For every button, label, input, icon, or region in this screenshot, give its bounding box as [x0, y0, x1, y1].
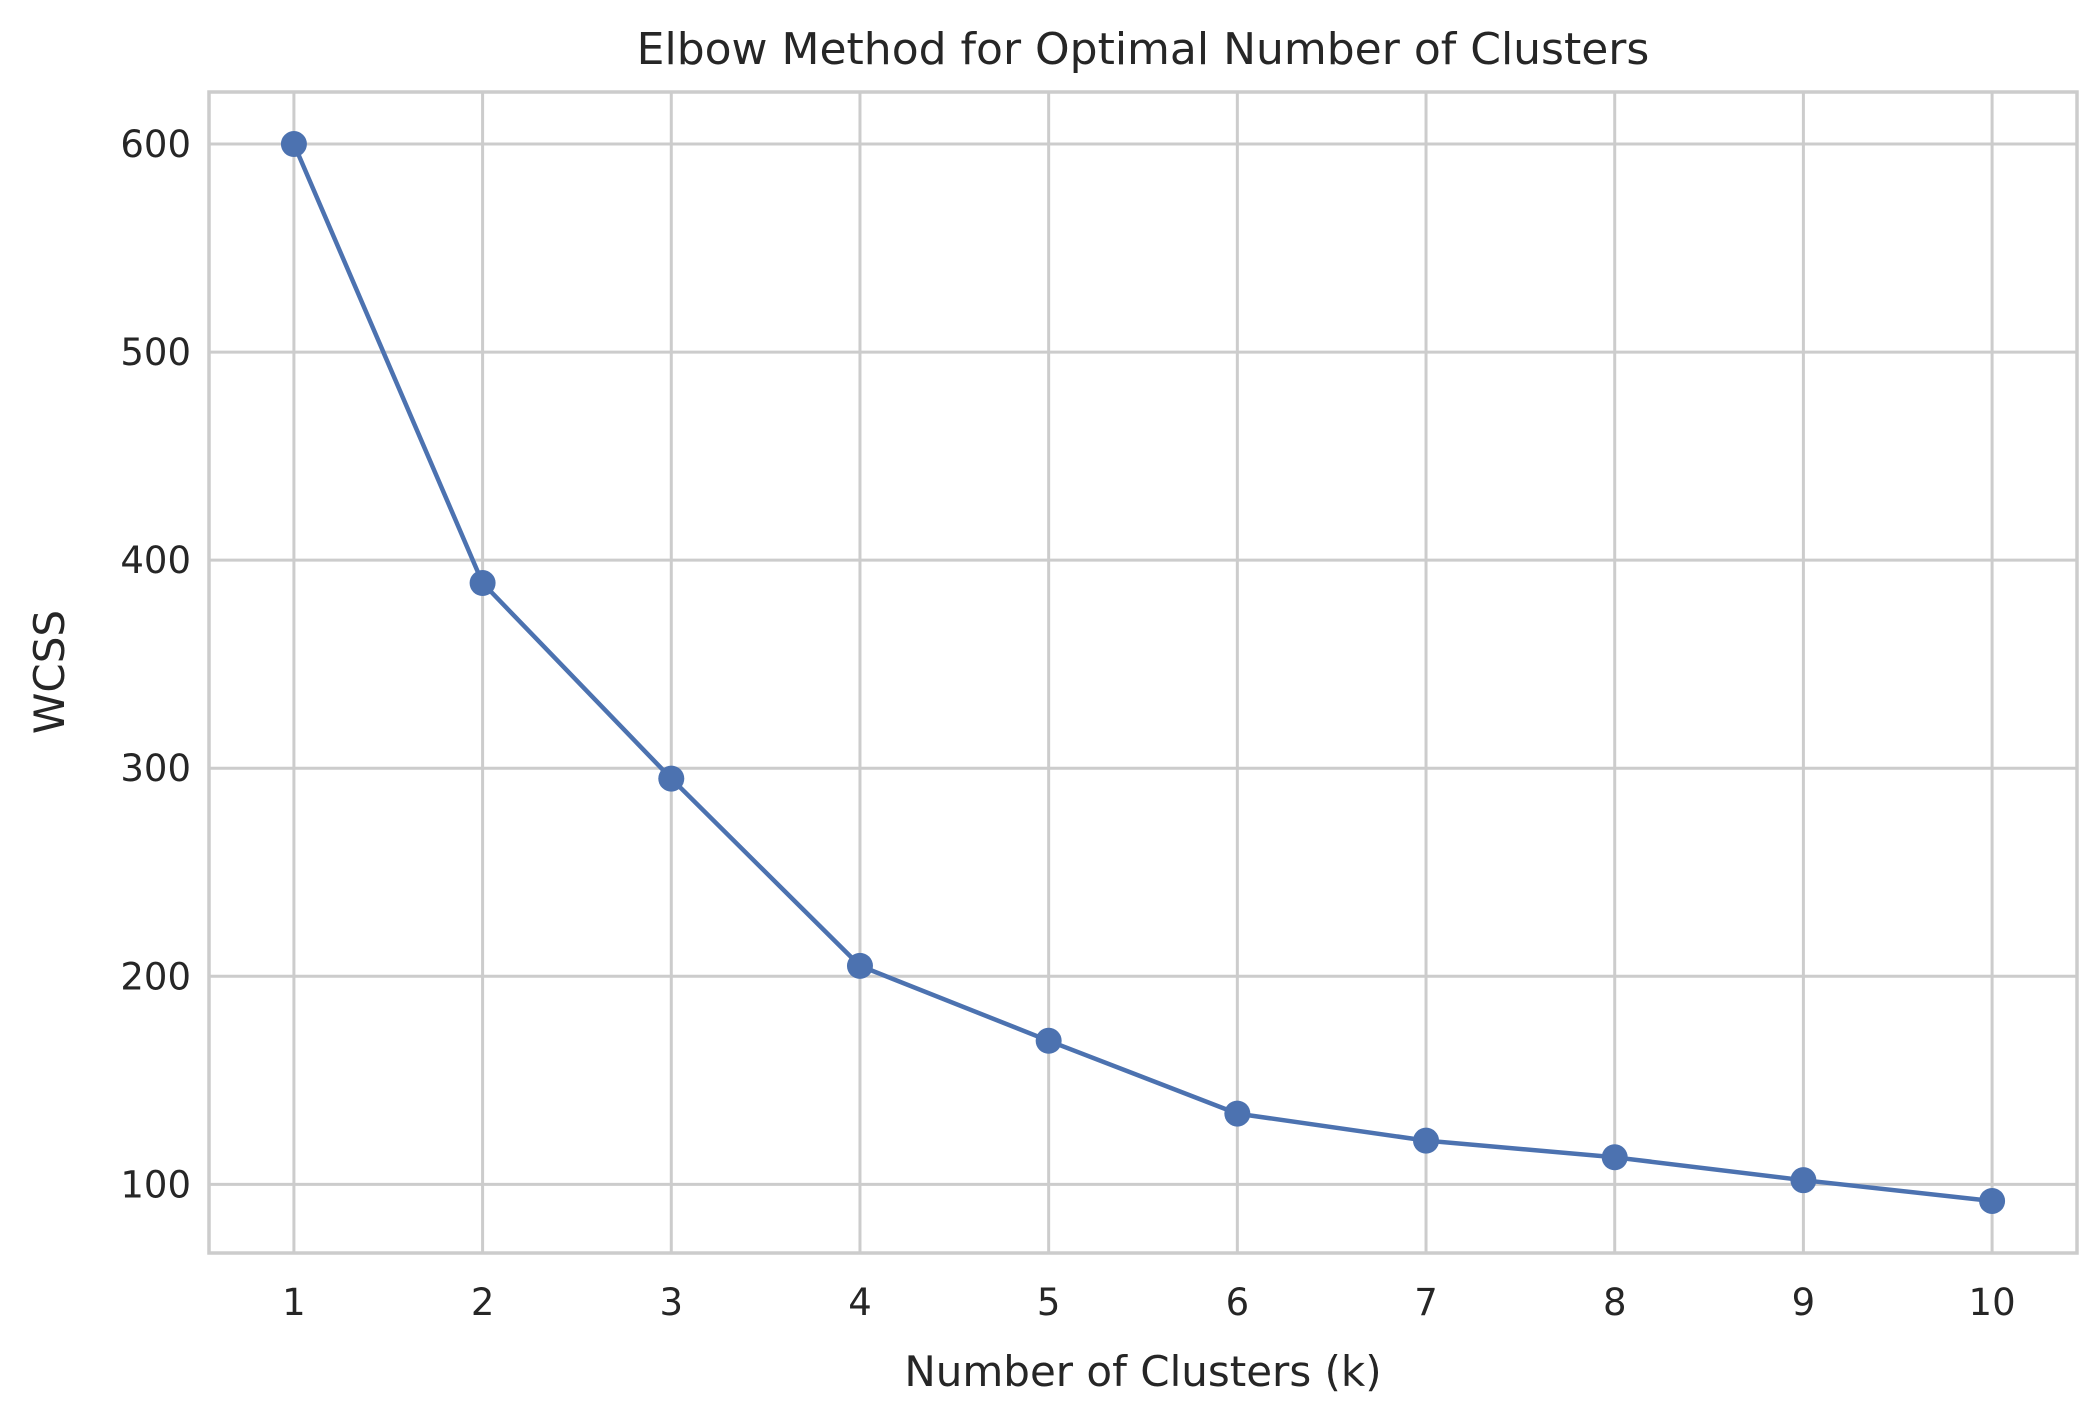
y-axis-label: WCSS	[25, 610, 74, 734]
x-tick-label: 2	[471, 1281, 495, 1324]
x-tick-label: 6	[1226, 1281, 1250, 1324]
x-axis-label: Number of Clusters (k)	[904, 1347, 1381, 1396]
data-point	[846, 952, 873, 979]
data-point	[1413, 1127, 1440, 1154]
chart-title: Elbow Method for Optimal Number of Clust…	[637, 24, 1650, 75]
data-point	[1035, 1027, 1062, 1054]
series-markers	[280, 131, 2006, 1214]
x-tick-label: 3	[660, 1281, 684, 1324]
x-tick-label: 4	[848, 1281, 872, 1324]
data-point	[658, 765, 685, 792]
data-point	[280, 131, 307, 158]
x-tick-label: 5	[1037, 1281, 1061, 1324]
y-tick-label: 300	[120, 747, 191, 790]
series-line	[291, 141, 1995, 1204]
x-tick-label: 7	[1414, 1281, 1438, 1324]
y-tick-label: 100	[120, 1163, 191, 1206]
x-gridlines	[292, 92, 1994, 1253]
data-point	[1979, 1187, 2006, 1214]
x-tick-label: 9	[1792, 1281, 1816, 1324]
y-tick-label: 400	[120, 539, 191, 582]
data-point	[469, 570, 496, 597]
x-tick-label: 10	[1969, 1281, 2016, 1324]
data-point	[1224, 1100, 1251, 1127]
x-tick-labels: 1 2 3 4 5 6 7 8 9 10	[282, 1281, 2016, 1324]
data-point	[1790, 1167, 1817, 1194]
data-point	[1601, 1144, 1628, 1171]
y-tick-label: 200	[120, 955, 191, 998]
y-tick-labels: 100 200 300 400 500 600	[120, 123, 191, 1206]
y-tick-label: 500	[120, 331, 191, 374]
y-tick-label: 600	[120, 123, 191, 166]
x-tick-label: 8	[1603, 1281, 1627, 1324]
x-tick-label: 1	[282, 1281, 306, 1324]
y-gridlines	[209, 142, 2077, 1186]
plot-frame	[207, 90, 2079, 1255]
